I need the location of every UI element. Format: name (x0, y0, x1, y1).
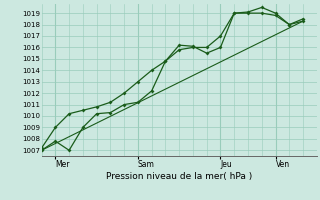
X-axis label: Pression niveau de la mer( hPa ): Pression niveau de la mer( hPa ) (106, 172, 252, 181)
